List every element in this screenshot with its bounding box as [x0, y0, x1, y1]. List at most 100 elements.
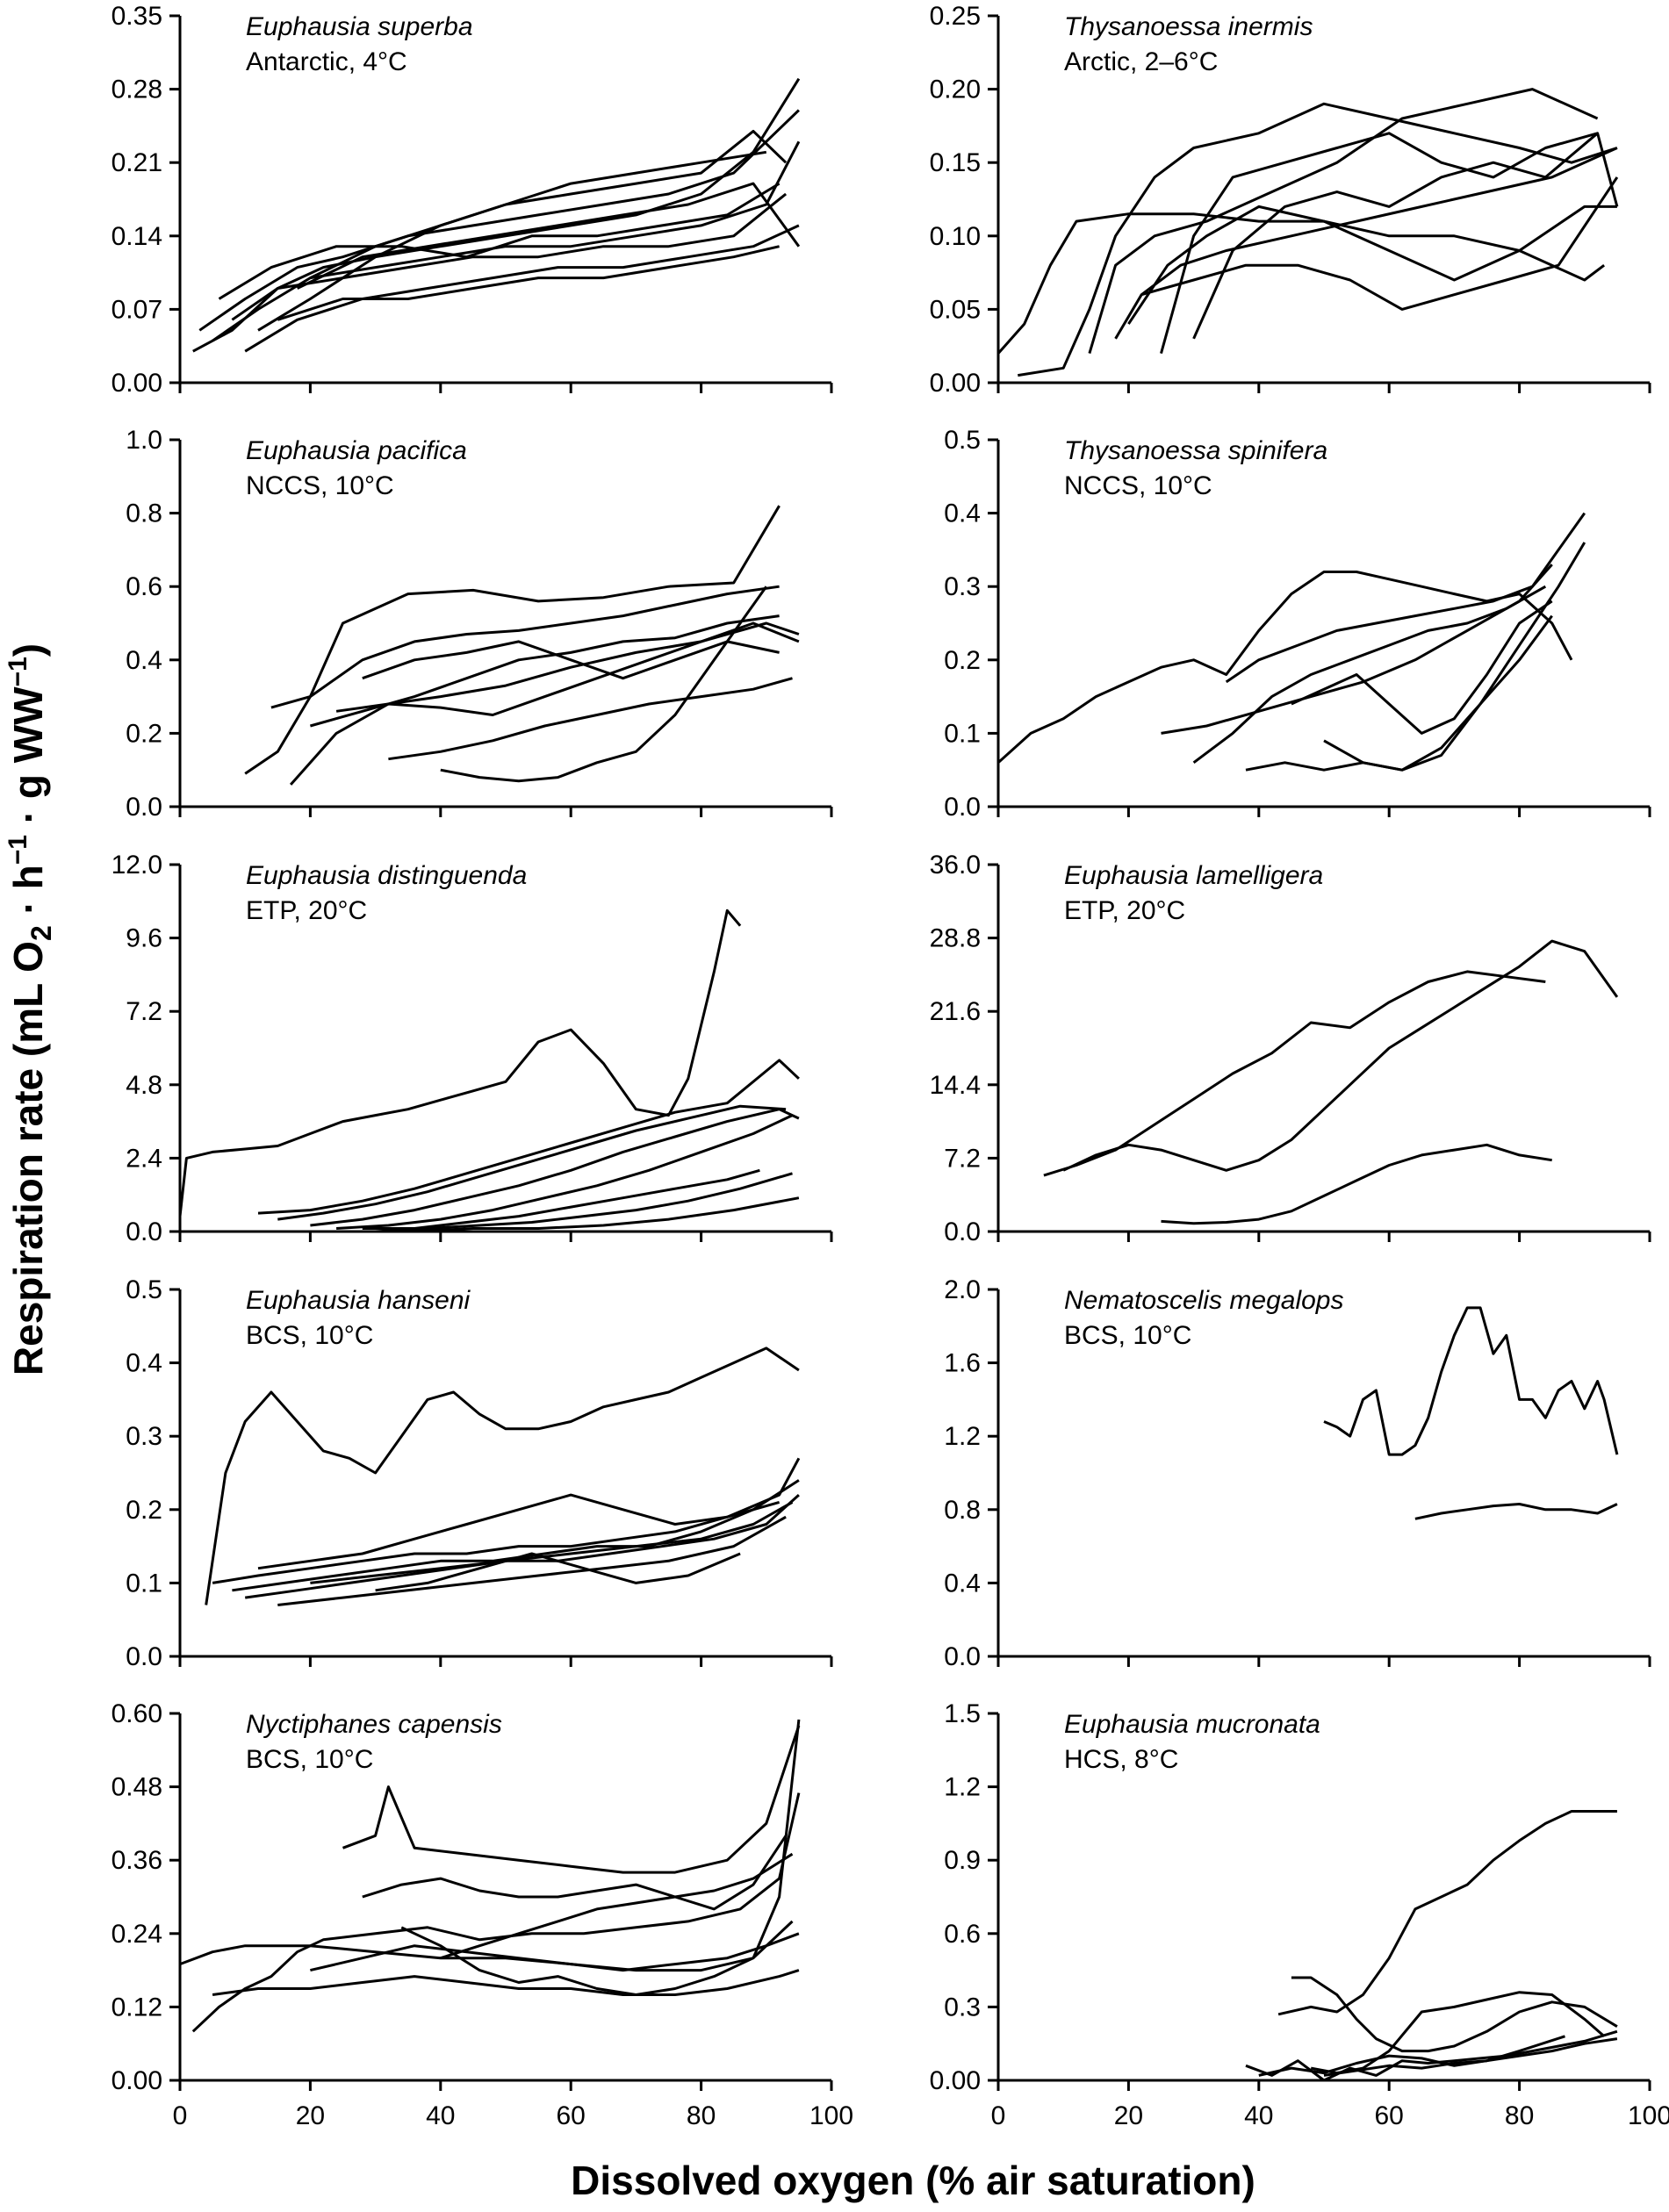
y-tick-label: 0.20 [930, 75, 981, 104]
y-tick-label: 0.4 [944, 499, 981, 528]
y-tick-label: 0.1 [126, 1569, 162, 1598]
panel-euphausia-pacifica: 0.0 0.2 0.4 0.6 0.8 1.0 Euphausia pacifica NCCS… [126, 426, 833, 822]
x-tick-label: 60 [1375, 2101, 1404, 2130]
respiration-trace-3 [1192, 585, 1547, 764]
y-tick-label: 1.2 [944, 1422, 981, 1451]
y-axis-title-mid: · h [5, 865, 51, 925]
y-tick-label: 36.0 [930, 851, 981, 880]
respiration-trace-6 [362, 1168, 760, 1230]
y-tick-label: 21.6 [930, 997, 981, 1026]
y-tick-label: 0.21 [112, 148, 162, 177]
respiration-trace-4 [231, 192, 788, 321]
condition-label: BCS, 10°C [246, 1321, 373, 1350]
y-tick-label: 7.2 [126, 997, 162, 1026]
respiration-trace-2 [1018, 102, 1618, 377]
species-label: Euphausia lamelligera [1064, 861, 1323, 890]
respiration-trace-6 [388, 677, 793, 761]
y-tick-label: 14.4 [930, 1071, 981, 1100]
y-tick-label: 0.9 [944, 1846, 981, 1875]
species-label: Euphausia distinguenda [246, 861, 527, 890]
x-tick-label: 60 [557, 2101, 586, 2130]
y-tick-label: 0.8 [944, 1496, 981, 1525]
respiration-trace-3 [1088, 88, 1599, 355]
respiration-trace-9 [218, 182, 781, 300]
panel-thysanoessa-spinifera: 0.0 0.1 0.2 0.3 0.4 0.5 Thysanoessa spinifera N… [944, 426, 1651, 822]
y-tick-label: 0.2 [126, 1496, 162, 1525]
y-tick-label: 0.14 [112, 222, 162, 251]
y-tick-label: 0.0 [126, 1642, 162, 1671]
y-tick-label: 0.5 [944, 426, 981, 455]
respiration-trace-2 [257, 1059, 800, 1215]
y-tick-label: 0.4 [126, 1349, 162, 1378]
respiration-trace-1 [1291, 1976, 1618, 2053]
y-tick-label: 1.6 [944, 1349, 981, 1378]
y-tick-label: 0.2 [944, 646, 981, 675]
y-tick-label: 0.28 [112, 75, 162, 104]
respiration-trace-8 [1192, 132, 1619, 340]
y-tick-label: 4.8 [126, 1071, 162, 1100]
respiration-trace-8 [362, 640, 780, 680]
species-label: Euphausia mucronata [1064, 1710, 1320, 1739]
y-tick-label: 0.0 [126, 1217, 162, 1246]
y-axis-title-sup1: −1 [4, 835, 32, 865]
x-tick-label: 100 [1628, 2101, 1669, 2130]
respiration-trace-10 [309, 129, 788, 279]
x-tick-label: 100 [809, 2101, 853, 2130]
y-tick-label: 0.24 [112, 1920, 162, 1949]
y-tick-label: 0.60 [112, 1699, 162, 1728]
respiration-trace-3 [342, 1725, 801, 1874]
respiration-trace-5 [1258, 2035, 1565, 2077]
condition-label: NCCS, 10°C [246, 471, 394, 500]
respiration-trace-7 [375, 1172, 793, 1233]
y-tick-label: 0.2 [126, 719, 162, 748]
y-tick-label: 0.35 [112, 2, 162, 31]
species-label: Euphausia superba [246, 12, 473, 41]
x-axis-title: Dissolved oxygen (% air saturation) [571, 2158, 1255, 2203]
y-tick-label: 1.0 [126, 426, 162, 455]
condition-label: NCCS, 10°C [1064, 471, 1212, 500]
respiration-trace-4 [310, 1108, 800, 1227]
y-tick-label: 0.36 [112, 1846, 162, 1875]
x-tick-label: 20 [296, 2101, 325, 2130]
y-tick-label: 0.0 [944, 793, 981, 822]
y-tick-label: 28.8 [930, 924, 981, 953]
y-axis-title-end: · g WW [5, 686, 51, 835]
y-tick-label: 0.10 [930, 222, 981, 251]
y-tick-label: 0.15 [930, 148, 981, 177]
respiration-trace-8 [375, 1552, 741, 1592]
y-tick-label: 1.2 [944, 1773, 981, 1802]
respiration-trace-6 [1323, 2037, 1618, 2077]
condition-label: BCS, 10°C [246, 1745, 373, 1774]
y-axis-title-close: ) [5, 643, 51, 657]
panel-euphausia-lamelligera: 0.0 7.2 14.4 21.6 28.8 36.0 Euphausia lamellig… [930, 851, 1651, 1246]
respiration-trace-2 [1062, 939, 1619, 1172]
respiration-trace-7 [1323, 614, 1553, 772]
condition-label: ETP, 20°C [246, 896, 367, 925]
panel-euphausia-superba: 0.00 0.07 0.14 0.21 0.28 0.35 Euphausia superb… [112, 2, 833, 398]
respiration-trace-1 [1043, 970, 1546, 1177]
respiration-trace-1 [205, 1347, 800, 1605]
respiration-trace-1 [1323, 1306, 1619, 1456]
respiration-trace-2 [1277, 1810, 1617, 2016]
panel-euphausia-mucronata: 0.00 0.3 0.6 0.9 1.2 1.5 0 20 40 60 80 100 Euphausia… [930, 1699, 1669, 2130]
y-tick-label: 0.0 [944, 1642, 981, 1671]
respiration-trace-6 [362, 1835, 788, 1911]
respiration-trace-2 [270, 585, 780, 709]
x-tick-label: 80 [1505, 2101, 1534, 2130]
y-tick-label: 0.1 [944, 719, 981, 748]
respiration-trace-2 [1161, 564, 1553, 735]
respiration-trace-6 [277, 1515, 787, 1606]
y-tick-label: 0.3 [944, 572, 981, 601]
respiration-trace-7 [400, 1920, 794, 1996]
species-label: Nematoscelis megalops [1064, 1286, 1343, 1315]
respiration-trace-3 [1161, 1143, 1552, 1225]
panel-nematoscelis-megalops: 0.0 0.4 0.8 1.2 1.6 2.0 Nematoscelis megalops B… [944, 1275, 1651, 1671]
y-tick-label: 7.2 [944, 1144, 981, 1173]
respiration-trace-4 [212, 1969, 800, 1996]
species-label: Euphausia hanseni [246, 1286, 471, 1315]
panel-nyctiphanes-capensis: 0.00 0.12 0.24 0.36 0.48 0.60 0 20 40 60 80 100 Nyct… [112, 1699, 853, 2130]
condition-label: ETP, 20°C [1064, 896, 1185, 925]
y-tick-label: 0.4 [126, 646, 162, 675]
condition-label: HCS, 8°C [1064, 1745, 1178, 1774]
panel-thysanoessa-inermis: 0.00 0.05 0.10 0.15 0.20 0.25 Thysanoessa iner… [930, 2, 1651, 398]
